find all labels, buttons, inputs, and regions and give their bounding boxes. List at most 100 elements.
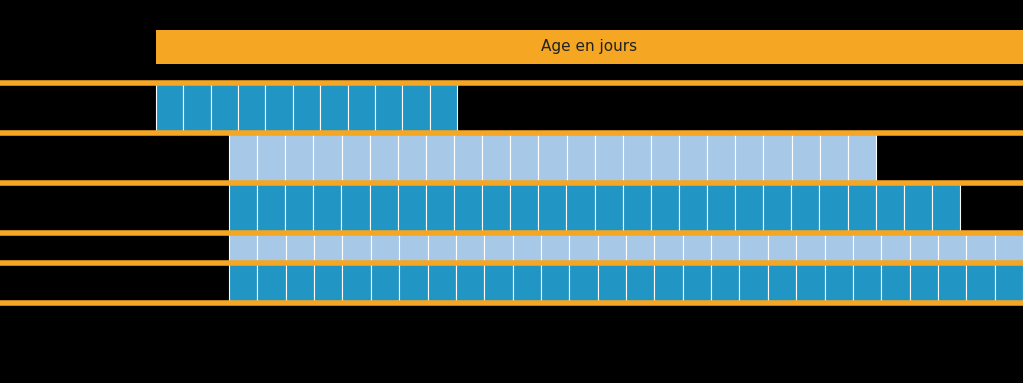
Bar [994,233,1023,263]
Bar [881,233,909,263]
Bar [229,183,257,233]
Bar [569,263,597,303]
Bar [967,233,994,263]
Bar [399,263,428,303]
Bar [510,183,538,233]
Bar [768,233,796,263]
Bar [707,183,736,233]
Bar [853,263,881,303]
Bar [740,263,768,303]
Bar [257,133,285,183]
Bar [655,263,682,303]
Bar [679,183,707,233]
Bar [655,233,682,263]
Bar [597,233,626,263]
Bar [370,233,399,263]
Bar [313,133,342,183]
Bar [257,183,285,233]
Bar [538,183,567,233]
Bar [541,233,569,263]
Bar [626,263,655,303]
Bar [513,233,541,263]
Bar [229,233,258,263]
Bar [569,233,597,263]
Bar [183,83,211,133]
Bar [484,233,513,263]
Bar [876,183,903,233]
Bar [819,133,848,183]
Text: Age en jours: Age en jours [541,39,637,54]
Bar [623,183,651,233]
Bar [456,263,484,303]
Bar [594,133,623,183]
Bar [398,133,426,183]
Bar [932,183,960,233]
Bar [938,233,967,263]
Bar [265,83,293,133]
Bar [155,30,1023,64]
Bar [711,263,740,303]
Bar [238,83,265,133]
Bar [229,133,257,183]
Bar [343,233,370,263]
Bar [454,183,482,233]
Bar [343,263,370,303]
Bar [402,83,430,133]
Bar [369,133,398,183]
Bar [399,233,428,263]
Bar [314,263,343,303]
Bar [819,183,847,233]
Bar [348,83,374,133]
Bar [510,133,538,183]
Bar [430,83,457,133]
Bar [398,183,426,233]
Bar [293,83,320,133]
Bar [211,83,238,133]
Bar [538,133,567,183]
Bar [679,133,707,183]
Bar [768,263,796,303]
Bar [229,263,258,303]
Bar [847,183,876,233]
Bar [994,263,1023,303]
Bar [597,263,626,303]
Bar [285,263,314,303]
Bar [482,183,510,233]
Bar [736,133,763,183]
Bar [848,133,876,183]
Bar [342,183,369,233]
Bar [682,233,711,263]
Bar [482,133,510,183]
Bar [707,133,736,183]
Bar [623,133,651,183]
Bar [796,263,825,303]
Bar [825,233,853,263]
Bar [258,233,285,263]
Bar [909,263,938,303]
Bar [792,133,819,183]
Bar [370,263,399,303]
Bar [594,183,623,233]
Bar [763,183,792,233]
Bar [314,233,343,263]
Bar [258,263,285,303]
Bar [567,133,594,183]
Bar [651,133,679,183]
Bar [369,183,398,233]
Bar [796,233,825,263]
Bar [651,183,679,233]
Bar [938,263,967,303]
Bar [285,133,313,183]
Bar [513,263,541,303]
Bar [428,263,456,303]
Bar [792,183,819,233]
Bar [428,233,456,263]
Bar [313,183,342,233]
Bar [426,183,454,233]
Bar [763,133,792,183]
Bar [881,263,909,303]
Bar [711,233,740,263]
Bar [909,233,938,263]
Bar [454,133,482,183]
Bar [736,183,763,233]
